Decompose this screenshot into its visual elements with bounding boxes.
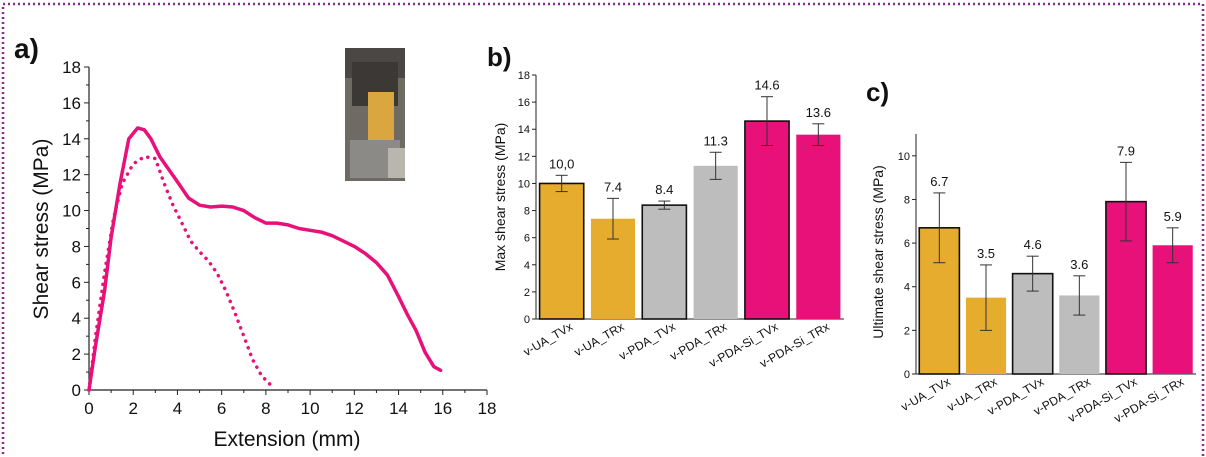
panel-b-y-tick-label: 14 [518,124,530,136]
panel-a-y-tick-label: 6 [72,273,81,292]
panel-b-bar [744,120,790,320]
panel-b-y-tick-label: 8 [524,206,530,218]
panel-b-value-label: 13.6 [806,105,831,120]
panel-b-value-label: 11.3 [703,133,727,148]
panel-b-bar [641,204,688,320]
panel-a-y-tick-label: 18 [62,58,81,77]
panel-c-value-label: 4.6 [1024,237,1042,252]
panel-c-label: c) [866,77,889,107]
panel-a-x-tick-label: 0 [84,399,93,418]
panel-a-y-tick-label: 16 [62,94,81,113]
panel-b-label: b) [487,42,512,72]
panel-a-x-tick-label: 10 [301,399,320,418]
panel-a-x-tick-label: 18 [478,399,497,418]
panel-a-y-tick-label: 8 [72,237,81,256]
panel-a-y-tick-label: 12 [62,166,81,185]
panel-b-bar [538,182,585,320]
panel-a-y-tick-label: 0 [72,381,81,400]
panel-a-y-tick-label: 10 [62,202,81,221]
panel-c-y-tick-label: 4 [904,282,910,294]
panel-a-x-tick-label: 6 [217,399,226,418]
panel-b-y-tick-label: 10 [518,178,530,190]
panel-c-y-tick-label: 8 [904,194,910,206]
panel-c-value-label: 3.6 [1070,257,1088,272]
panel-c-bar [1152,245,1193,374]
panel-a-x-axis-label: Extension (mm) [213,428,360,451]
panel-b-value-label: 10,0 [549,156,574,171]
panel-c-y-tick-label: 0 [904,369,910,381]
panel-b-y-tick-label: 16 [518,97,530,109]
panel-a-x-tick-label: 12 [345,399,364,418]
panel-b-bar [796,134,841,319]
panel-b-bar [693,165,738,319]
panel-b-y-tick-label: 2 [524,287,530,299]
panel-b-category-label: v-PDA_TVx [617,319,678,362]
panel-a-series-solid [87,126,443,392]
panel-c-y-tick-label: 2 [904,325,910,337]
panel-a-y-axis-label: Shear stress (MPa) [30,139,53,320]
panel-a-x-tick-label: 4 [173,399,182,418]
panel-b-y-tick-label: 4 [524,260,530,272]
panel-a-x-tick-label: 16 [433,399,452,418]
panel-b-y-tick-label: 12 [518,151,530,163]
panel-c-value-label: 7.9 [1117,143,1135,158]
panel-b-bar-chart: b) Max shear stress (MPa) 0 2 4 6 8 10 12 14 16 1… [487,42,844,371]
panel-a-line-chart: a) Shear stress (MPa) Extension (mm) 0 2 4… [14,33,496,451]
panel-b-value-label: 14.6 [754,78,779,93]
panel-a-y-tick-label: 2 [72,345,81,364]
panel-a-x-tick-label: 2 [128,399,137,418]
inset-photo [345,48,405,181]
panel-b-value-label: 7.4 [604,179,622,194]
panel-a-x-tick-label: 8 [261,399,270,418]
panel-c-y-tick-label: 10 [898,151,910,163]
panel-c-y-axis-label: Ultimate shear stress (MPa) [870,165,886,338]
panel-b-y-tick-label: 18 [518,70,530,82]
panel-c-value-label: 5.9 [1164,209,1182,224]
panel-b-y-tick-label: 6 [524,233,530,245]
panel-c-bar-chart: c) Ultimate shear stress (MPa) 0 2 4 6 8 10 6.… [866,77,1196,426]
panel-a-x-tick-label: 14 [389,399,408,418]
panel-c-value-label: 3.5 [977,246,995,261]
panel-a-y-tick-label: 14 [62,130,81,149]
panel-a-label: a) [14,33,39,64]
panel-b-y-tick-label: 0 [524,314,530,326]
panel-c-value-label: 6.7 [930,174,948,189]
panel-a-series-dotted [87,154,277,392]
panel-b-value-label: 8.4 [655,182,673,197]
panel-c-y-tick-label: 6 [904,238,910,250]
panel-b-y-axis-label: Max shear stress (MPa) [492,123,508,272]
panel-a-y-tick-label: 4 [72,309,81,328]
